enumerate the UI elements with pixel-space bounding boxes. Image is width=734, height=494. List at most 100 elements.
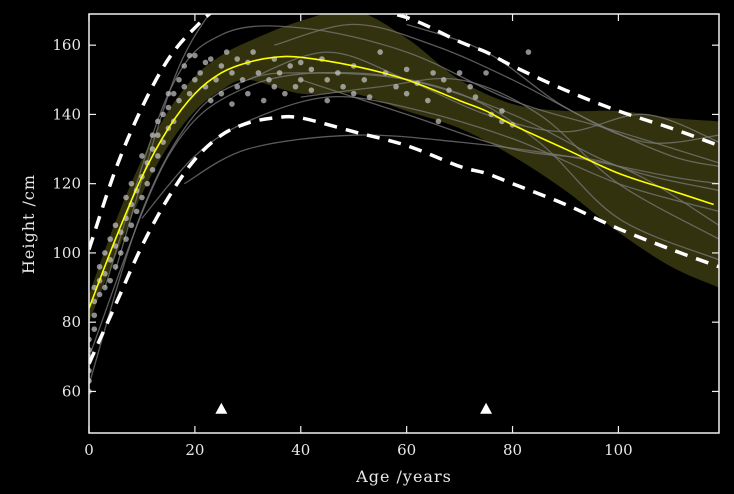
data-point bbox=[139, 194, 145, 201]
data-point bbox=[250, 49, 256, 55]
y-axis-label: Height /cm bbox=[19, 174, 38, 274]
trajectory-line-7 bbox=[300, 77, 719, 240]
axes: 0 20 40 60 80 100 60 80 100 120 140 160 bbox=[52, 14, 719, 459]
data-point bbox=[107, 236, 113, 242]
data-point bbox=[192, 52, 198, 59]
x-tick-label: 100 bbox=[604, 441, 633, 459]
data-point bbox=[155, 118, 161, 125]
x-tick-label: 80 bbox=[503, 441, 522, 459]
data-point bbox=[91, 312, 98, 319]
data-point bbox=[160, 111, 166, 118]
data-point bbox=[276, 70, 283, 76]
data-point bbox=[525, 49, 532, 55]
trajectory-line-5 bbox=[247, 51, 719, 143]
data-point bbox=[308, 66, 315, 73]
trajectory-line-10 bbox=[300, 79, 719, 226]
triangle-marker bbox=[215, 402, 228, 414]
data-point bbox=[96, 263, 103, 270]
mean-curve bbox=[89, 55, 714, 309]
data-point bbox=[197, 70, 203, 76]
data-point bbox=[133, 208, 140, 215]
data-point bbox=[287, 63, 293, 69]
upper-bound-line bbox=[89, 14, 719, 251]
data-point bbox=[350, 90, 357, 97]
data-point bbox=[139, 153, 145, 159]
data-point bbox=[213, 76, 219, 83]
data-point bbox=[435, 118, 442, 125]
data-point bbox=[202, 59, 209, 66]
data-point bbox=[297, 76, 304, 83]
data-point bbox=[155, 132, 161, 138]
trajectory-line-3 bbox=[183, 134, 719, 185]
data-point bbox=[165, 90, 172, 97]
data-point bbox=[107, 257, 113, 263]
data-point bbox=[176, 97, 182, 104]
y-tick-label: 80 bbox=[62, 313, 81, 331]
data-point bbox=[112, 222, 119, 229]
data-point bbox=[223, 49, 230, 55]
data-point bbox=[128, 180, 135, 187]
data-point bbox=[123, 236, 129, 242]
data-point bbox=[499, 108, 505, 114]
data-point bbox=[446, 87, 452, 93]
data-point bbox=[144, 180, 151, 187]
data-point bbox=[271, 83, 278, 90]
data-point bbox=[181, 83, 188, 90]
data-point bbox=[297, 59, 304, 66]
data-point bbox=[117, 250, 124, 256]
data-point bbox=[234, 56, 241, 62]
data-point bbox=[112, 263, 119, 270]
x-tick-label: 0 bbox=[84, 441, 94, 459]
data-point bbox=[207, 97, 214, 104]
data-point bbox=[260, 97, 267, 104]
data-point bbox=[207, 56, 214, 62]
data-point bbox=[102, 250, 108, 256]
data-point bbox=[377, 49, 383, 55]
confidence-band bbox=[89, 14, 719, 323]
data-point bbox=[245, 90, 251, 97]
y-tick-label: 60 bbox=[62, 382, 81, 400]
data-point bbox=[239, 76, 246, 83]
x-tick-label: 20 bbox=[185, 441, 204, 459]
data-point bbox=[308, 87, 315, 93]
triangle-marker bbox=[480, 402, 493, 414]
x-tick-label: 40 bbox=[291, 441, 310, 459]
trajectory-line-4 bbox=[89, 71, 719, 358]
data-point bbox=[292, 83, 299, 90]
data-point bbox=[107, 277, 113, 284]
data-point bbox=[430, 70, 436, 76]
y-tick-label: 140 bbox=[52, 105, 81, 123]
trajectory-line-0 bbox=[89, 72, 719, 385]
data-point bbox=[467, 83, 473, 90]
data-point bbox=[128, 222, 135, 229]
plot-frame bbox=[88, 13, 720, 434]
data-point bbox=[218, 90, 225, 97]
data-point bbox=[456, 70, 463, 76]
data-point bbox=[170, 90, 177, 97]
data-point bbox=[282, 90, 288, 97]
data-point bbox=[324, 76, 331, 83]
data-point bbox=[403, 90, 410, 97]
data-point bbox=[155, 153, 161, 159]
data-point bbox=[472, 94, 479, 100]
data-point bbox=[186, 90, 193, 97]
data-point bbox=[324, 97, 331, 104]
data-point bbox=[255, 70, 262, 76]
y-tick-label: 100 bbox=[52, 244, 81, 262]
data-point bbox=[229, 70, 235, 76]
data-point bbox=[149, 167, 156, 173]
data-point bbox=[181, 63, 188, 69]
data-point bbox=[366, 94, 373, 100]
trajectory-line-9 bbox=[406, 23, 719, 144]
data-point bbox=[149, 146, 156, 152]
data-point bbox=[234, 83, 241, 90]
y-tick-label: 160 bbox=[52, 36, 81, 54]
data-point bbox=[176, 76, 182, 83]
data-point bbox=[96, 291, 103, 298]
data-point bbox=[123, 194, 129, 201]
data-point bbox=[440, 76, 447, 83]
data-point bbox=[102, 284, 108, 291]
data-point bbox=[483, 70, 489, 76]
data-point bbox=[393, 83, 399, 90]
